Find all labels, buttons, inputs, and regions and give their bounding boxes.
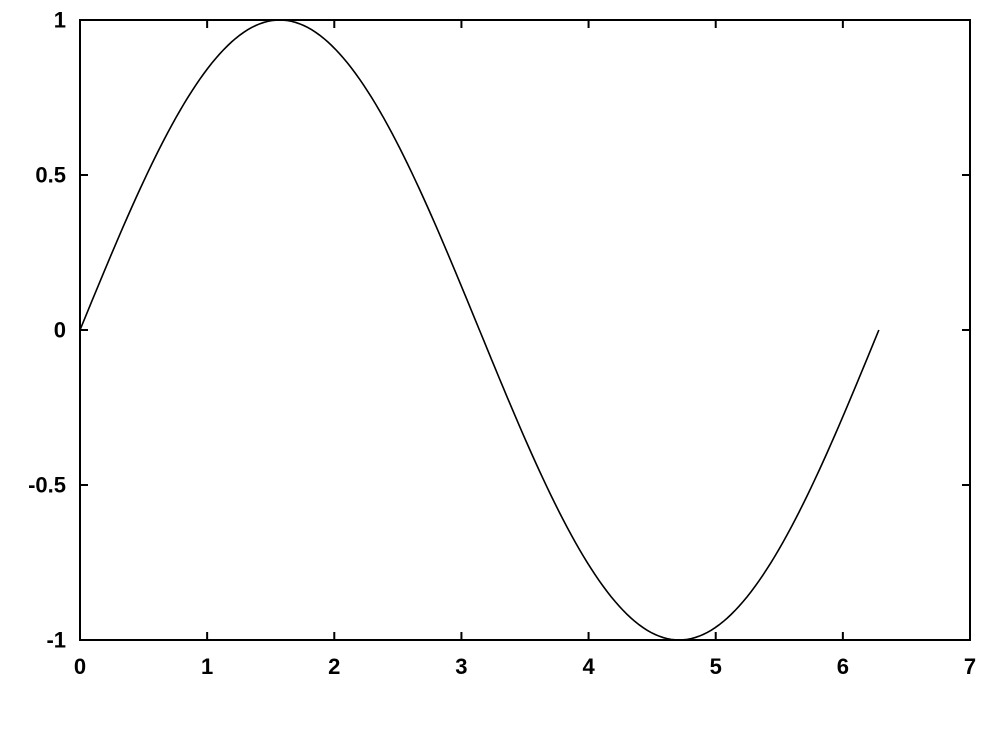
x-tick-label: 2: [328, 654, 340, 679]
x-tick-label: 1: [201, 654, 213, 679]
x-tick-label: 5: [710, 654, 722, 679]
x-tick-label: 3: [455, 654, 467, 679]
y-tick-label: 1: [54, 8, 66, 33]
sine-curve: [80, 20, 879, 640]
y-tick-label: -1: [46, 628, 66, 653]
x-tick-label: 0: [74, 654, 86, 679]
y-tick-label: -0.5: [28, 473, 66, 498]
axes-box: [80, 20, 970, 640]
y-tick-label: 0: [54, 318, 66, 343]
x-tick-label: 7: [964, 654, 976, 679]
sine-chart: 0 1 2 3 4 5 6 7 -1 -0.5 0 0.5 1: [0, 0, 1000, 731]
x-tick-label: 6: [837, 654, 849, 679]
x-tick-label: 4: [582, 654, 595, 679]
y-tick-label: 0.5: [35, 163, 66, 188]
chart-svg: 0 1 2 3 4 5 6 7 -1 -0.5 0 0.5 1: [0, 0, 1000, 731]
